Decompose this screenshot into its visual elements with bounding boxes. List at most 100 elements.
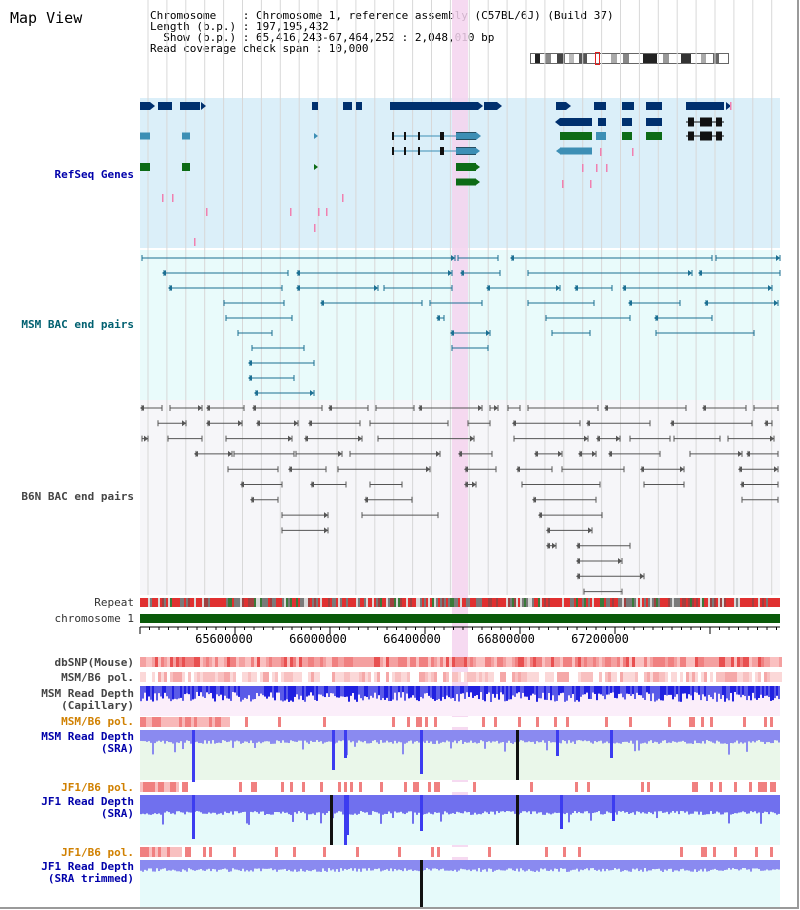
repeat-element bbox=[312, 598, 314, 607]
depth-capillary-bar bbox=[740, 686, 742, 698]
msm-sra-bar bbox=[582, 730, 584, 742]
repeat-element bbox=[372, 598, 374, 607]
strand-arrow bbox=[546, 542, 550, 549]
depth-capillary-bar bbox=[594, 686, 596, 694]
jf1-trim-bar bbox=[348, 860, 350, 870]
repeat-element bbox=[204, 598, 206, 607]
repeat-element bbox=[266, 598, 268, 607]
dbsnp-density bbox=[656, 657, 659, 667]
repeat-element bbox=[566, 598, 568, 607]
jf1-sra-bar bbox=[164, 795, 166, 813]
jf1-sra-bar bbox=[178, 795, 180, 812]
strand-arrow bbox=[746, 450, 750, 457]
msm-sra-bar bbox=[402, 730, 404, 755]
jf1-sra-bar bbox=[496, 795, 498, 812]
dbsnp-density bbox=[728, 657, 731, 667]
msm-sra-bar bbox=[464, 730, 466, 742]
jf1-trim-bar bbox=[248, 860, 250, 872]
jf1-sra-bar bbox=[404, 795, 406, 815]
msm-sra-bar bbox=[314, 730, 316, 742]
track-label-jf1-b6-pol-2: JF1/B6 pol. bbox=[61, 846, 134, 859]
repeat-element bbox=[726, 598, 728, 607]
jf1-pol2-mark bbox=[140, 847, 143, 857]
jf1-sra-bar bbox=[402, 795, 404, 814]
jf1-trim-bar bbox=[592, 860, 594, 869]
strand-arrow bbox=[546, 527, 550, 534]
repeat-element bbox=[702, 598, 704, 607]
msm-sra-bar bbox=[498, 730, 500, 744]
repeat-element bbox=[550, 598, 552, 607]
jf1-sra-bar bbox=[514, 795, 516, 814]
jf1-pol2-mark bbox=[563, 847, 566, 857]
depth-capillary-bar bbox=[160, 686, 162, 697]
jf1-sra-bar bbox=[434, 795, 436, 813]
jf1-trim-bar bbox=[426, 860, 428, 869]
jf1-trim-bar bbox=[260, 860, 262, 872]
jf1-trim-bar bbox=[276, 860, 278, 872]
gene-exon bbox=[556, 102, 566, 110]
repeat-element bbox=[422, 598, 424, 607]
jf1-pol2-mark bbox=[233, 847, 236, 857]
dbsnp-density bbox=[620, 657, 623, 667]
gene-exon bbox=[343, 102, 352, 110]
chromosome-ideogram[interactable] bbox=[530, 52, 729, 65]
msm-sra-bar bbox=[652, 730, 654, 743]
jf1-pol2-mark bbox=[680, 847, 683, 857]
msm-sra-bar bbox=[752, 730, 754, 742]
strand-arrow bbox=[310, 390, 314, 396]
jf1-sra-bar bbox=[250, 795, 252, 812]
ideogram-band bbox=[611, 54, 617, 63]
msm-sra-bar bbox=[646, 730, 648, 744]
jf1-trim-bar bbox=[296, 860, 298, 872]
repeat-element bbox=[486, 598, 488, 607]
msm-sra-bar bbox=[514, 730, 516, 743]
jf1-sra-bar bbox=[278, 795, 280, 813]
jf1-sra-bar bbox=[670, 795, 672, 813]
ideogram-band bbox=[701, 54, 706, 63]
repeat-element bbox=[340, 598, 342, 607]
jf1-trim-bar bbox=[654, 860, 656, 870]
msm-sra-bar bbox=[590, 730, 592, 743]
msm-sra-bar bbox=[146, 730, 148, 742]
msm-sra-bar bbox=[776, 730, 778, 741]
jf1-trim-bar bbox=[356, 860, 358, 872]
strand-arrow bbox=[764, 420, 768, 427]
repeat-element bbox=[468, 598, 470, 607]
jf1-trim-bar bbox=[298, 860, 300, 872]
msm-sra-bar bbox=[598, 730, 600, 742]
depth-capillary-bar bbox=[344, 686, 346, 697]
strand-arrow bbox=[738, 466, 742, 473]
dbsnp-density bbox=[518, 657, 521, 667]
strand-arrow bbox=[448, 270, 452, 276]
repeat-element bbox=[746, 598, 748, 607]
polymorphism-density bbox=[359, 672, 362, 682]
jf1-sra-bar bbox=[572, 795, 574, 813]
jf1-sra-gap bbox=[330, 795, 333, 845]
depth-capillary-bar bbox=[748, 686, 750, 696]
jf1-trim-bar bbox=[436, 860, 438, 869]
strand-arrow bbox=[670, 420, 674, 427]
depth-capillary-bar bbox=[552, 686, 554, 696]
polymorphism-density bbox=[320, 672, 323, 682]
repeat-element bbox=[648, 598, 650, 607]
repeat-element bbox=[690, 598, 692, 607]
repeat-element bbox=[634, 598, 636, 607]
gene-exon bbox=[646, 118, 662, 126]
depth-capillary-bar bbox=[532, 686, 534, 694]
dbsnp-density bbox=[554, 657, 557, 667]
pol-sra-mark bbox=[692, 717, 695, 727]
jf1-trim-bar bbox=[536, 860, 538, 871]
repeat-element bbox=[178, 598, 180, 607]
repeat-element bbox=[160, 598, 162, 607]
repeat-element bbox=[156, 598, 158, 607]
jf1-trim-bar bbox=[724, 860, 726, 870]
jf1-trim-bar bbox=[252, 860, 254, 872]
dbsnp-density bbox=[683, 657, 686, 667]
depth-capillary-bar bbox=[500, 686, 502, 693]
strand-arrow bbox=[555, 118, 560, 126]
repeat-element bbox=[518, 598, 520, 607]
jf1-pol-mark bbox=[530, 782, 533, 792]
repeat-element bbox=[146, 598, 148, 607]
polymorphism-density bbox=[239, 672, 242, 682]
